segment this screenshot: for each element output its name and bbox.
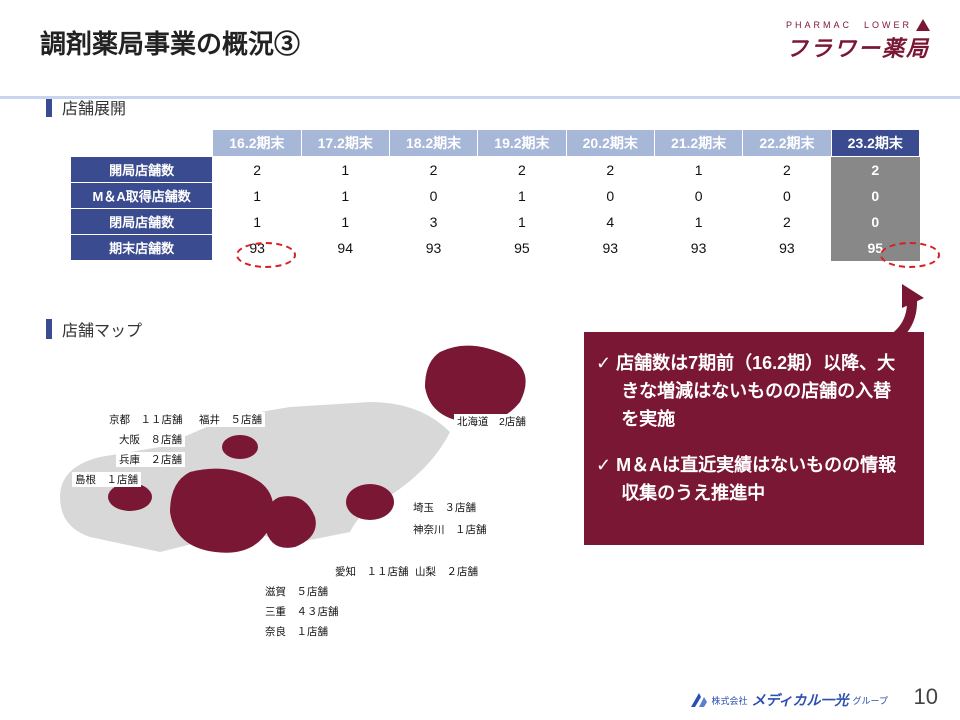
data-cell: 2 — [478, 157, 566, 183]
map-label: 埼玉 ３店舗 — [410, 500, 479, 515]
period-header: 17.2期末 — [301, 130, 389, 157]
data-cell: 0 — [831, 209, 919, 235]
data-cell: 1 — [301, 209, 389, 235]
map-label: 島根 １店舗 — [72, 472, 141, 487]
period-header: 18.2期末 — [389, 130, 477, 157]
map-label: 福井 ５店舗 — [196, 412, 265, 427]
data-cell: 1 — [478, 183, 566, 209]
map-label: 兵庫 ２店舗 — [116, 452, 185, 467]
data-cell: 2 — [389, 157, 477, 183]
summary-callout: 店舗数は7期前（16.2期）以降、大きな増減はないものの店舗の入替を実施 M＆A… — [584, 332, 924, 545]
row-label: M＆A取得店舗数 — [71, 183, 213, 209]
data-cell: 2 — [831, 157, 919, 183]
data-cell: 3 — [389, 209, 477, 235]
map-label: 山梨 ２店舗 — [412, 564, 481, 579]
data-cell: 93 — [654, 235, 742, 261]
map-label: 三重 ４３店舗 — [262, 604, 342, 619]
data-cell: 95 — [478, 235, 566, 261]
period-header: 23.2期末 — [831, 130, 919, 157]
data-cell: 4 — [566, 209, 654, 235]
map-label: 奈良 １店舗 — [262, 624, 331, 639]
title-underline — [0, 96, 960, 99]
data-cell: 0 — [743, 183, 831, 209]
data-cell: 2 — [743, 209, 831, 235]
brand-logo: PHARMAC LOWER フラワー薬局 — [786, 18, 930, 63]
brand-subtext: PHARMAC LOWER — [786, 18, 912, 31]
data-cell: 1 — [654, 209, 742, 235]
data-cell: 95 — [831, 235, 919, 261]
period-header: 19.2期末 — [478, 130, 566, 157]
data-cell: 1 — [213, 209, 301, 235]
data-cell: 93 — [213, 235, 301, 261]
data-cell: 0 — [389, 183, 477, 209]
callout-item-2: M＆Aは直近実績はないものの情報収集のうえ推進中 — [596, 452, 908, 508]
period-header: 20.2期末 — [566, 130, 654, 157]
data-cell: 93 — [389, 235, 477, 261]
data-cell: 1 — [213, 183, 301, 209]
data-cell: 1 — [478, 209, 566, 235]
data-cell: 93 — [743, 235, 831, 261]
data-cell: 0 — [654, 183, 742, 209]
map-label: 愛知 １１店舗 — [332, 564, 412, 579]
callout-arrow — [844, 280, 934, 350]
data-cell: 0 — [566, 183, 654, 209]
period-header: 16.2期末 — [213, 130, 301, 157]
data-cell: 1 — [654, 157, 742, 183]
data-cell: 1 — [301, 157, 389, 183]
map-label: 大阪 ８店舗 — [116, 432, 185, 447]
period-header: 21.2期末 — [654, 130, 742, 157]
data-cell: 94 — [301, 235, 389, 261]
store-table: 16.2期末17.2期末18.2期末19.2期末20.2期末21.2期末22.2… — [70, 129, 920, 261]
brand-name: フラワー薬局 — [786, 31, 930, 63]
store-map: 北海道 2店舗 京都 １１店舗福井 ５店舗大阪 ８店舗兵庫 ２店舗島根 １店舗埼玉… — [40, 332, 560, 662]
map-label: 京都 １１店舗 — [106, 412, 186, 427]
map-label: 北海道 2店舗 — [454, 414, 529, 429]
data-cell: 2 — [566, 157, 654, 183]
row-label: 開局店舗数 — [71, 157, 213, 183]
map-label: 神奈川 １店舗 — [410, 522, 490, 537]
row-label: 閉局店舗数 — [71, 209, 213, 235]
page-number: 10 — [914, 684, 938, 710]
period-header: 22.2期末 — [743, 130, 831, 157]
data-cell: 1 — [301, 183, 389, 209]
footer-company: 株式会社 メディカル一光 グループ — [691, 690, 888, 710]
data-cell: 2 — [743, 157, 831, 183]
row-label: 期末店舗数 — [71, 235, 213, 261]
callout-item-1: 店舗数は7期前（16.2期）以降、大きな増減はないものの店舗の入替を実施 — [596, 350, 908, 434]
data-cell: 2 — [213, 157, 301, 183]
data-cell: 0 — [831, 183, 919, 209]
data-cell: 93 — [566, 235, 654, 261]
map-label: 滋賀 ５店舗 — [262, 584, 331, 599]
